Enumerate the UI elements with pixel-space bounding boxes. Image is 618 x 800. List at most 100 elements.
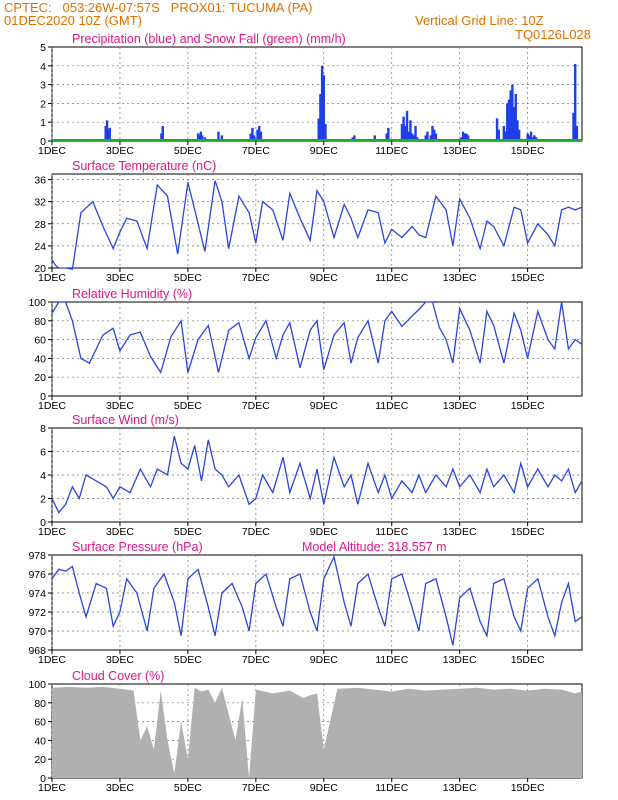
precip-bar <box>404 125 407 141</box>
precip-bar <box>107 129 110 141</box>
temp-xtick-label: 5DEC <box>174 272 202 284</box>
precip-bar <box>322 75 325 141</box>
precip-bar <box>516 120 519 141</box>
precip-ytick-label: 3 <box>40 80 46 92</box>
pres-xtick-label: 7DEC <box>242 654 270 666</box>
pres-frame <box>51 554 583 651</box>
precip-bar <box>259 131 263 141</box>
cloud-xtick-label: 11DEC <box>375 782 408 794</box>
temp-ytick-label: 28 <box>34 219 46 231</box>
rh-frame <box>51 301 583 397</box>
precip-bar <box>249 133 252 141</box>
pres-xtick-label: 1DEC <box>38 654 66 666</box>
wind-xtick-label: 1DEC <box>38 526 66 538</box>
pres-series-line <box>51 554 583 646</box>
cloud-ytick-label: 60 <box>34 717 46 729</box>
precip-bar <box>529 131 533 141</box>
precip-bar <box>533 135 536 141</box>
header-grid-note: Vertical Grid Line: 10Z <box>415 13 544 28</box>
precip-bar <box>431 125 434 141</box>
precip-bar <box>506 103 509 141</box>
temp-frame <box>51 173 583 269</box>
cloud-xtick-label: 15DEC <box>511 782 545 794</box>
wind-xtick-label: 3DEC <box>106 526 134 538</box>
precip-bar <box>405 110 409 141</box>
precip-bar <box>429 135 433 141</box>
pres-xtick-label: 15DEC <box>511 654 545 666</box>
cloud-ytick-label: 40 <box>34 735 46 747</box>
precip-bar <box>514 94 517 141</box>
wind-ytick-label: 4 <box>40 470 46 482</box>
precip-bar <box>108 127 111 141</box>
temp-ytick-label: 24 <box>34 241 46 253</box>
cloud-xtick-label: 1DEC <box>38 782 66 794</box>
rh-series-line <box>51 301 583 375</box>
rh-xtick-label: 3DEC <box>106 400 134 412</box>
precip-bar <box>400 124 404 141</box>
wind-ytick-label: 6 <box>40 447 46 459</box>
precip-bar <box>495 118 499 141</box>
pres-xtick-label: 5DEC <box>174 654 202 666</box>
precip-bar <box>574 63 577 141</box>
precip-bar <box>387 127 390 141</box>
rh-ytick-label: 60 <box>34 335 46 347</box>
temp-ytick-label: 36 <box>34 175 46 187</box>
temp-xtick-label: 9DEC <box>310 272 338 284</box>
wind-ytick-label: 8 <box>40 423 46 435</box>
precip-bar <box>502 125 506 141</box>
precip-bar <box>402 116 405 141</box>
rh-ytick-label: 40 <box>34 353 46 365</box>
precip-bar <box>412 135 416 141</box>
wind-xtick-label: 7DEC <box>242 526 270 538</box>
header-model-code: TQ0126L028 <box>515 27 591 42</box>
precip-xtick-label: 11DEC <box>375 145 408 157</box>
wind-xtick-label: 15DEC <box>511 526 545 538</box>
precip-bar <box>220 135 224 141</box>
cloud-cover-area <box>52 686 582 778</box>
precip-xtick-label: 1DEC <box>38 145 66 157</box>
precip-bar <box>414 125 417 141</box>
precip-bar <box>353 135 356 141</box>
temp-ytick-label: 20 <box>34 263 46 275</box>
rh-xtick-label: 5DEC <box>174 400 202 412</box>
precip-xtick-label: 7DEC <box>242 145 270 157</box>
precip-bar <box>466 135 470 141</box>
temp-title: Surface Temperature (nC) <box>72 159 216 173</box>
precip-bar <box>511 84 514 141</box>
cloud-ytick-label: 80 <box>34 698 46 710</box>
precip-bar <box>161 125 164 141</box>
precip-bar <box>509 90 512 141</box>
rh-title: Relative Humidity (%) <box>72 287 192 301</box>
precip-bar <box>426 131 429 141</box>
pres-xtick-label: 3DEC <box>106 654 134 666</box>
pres-xtick-label: 9DEC <box>310 654 338 666</box>
rh-xtick-label: 13DEC <box>443 400 477 412</box>
precip-bar <box>198 135 201 141</box>
wind-xtick-label: 11DEC <box>375 526 408 538</box>
temp-xtick-label: 11DEC <box>375 272 408 284</box>
pres-ytick-label: 974 <box>28 588 46 600</box>
rh-ytick-label: 0 <box>40 391 46 403</box>
precip-bar <box>409 120 412 141</box>
cloud-xtick-label: 3DEC <box>106 782 134 794</box>
precip-ytick-label: 4 <box>40 61 46 73</box>
wind-ytick-label: 2 <box>40 494 46 506</box>
cloud-ytick-label: 0 <box>40 773 46 785</box>
temp-ytick-label: 32 <box>34 197 46 209</box>
temp-xtick-label: 3DEC <box>106 272 134 284</box>
precip-bar <box>105 120 109 141</box>
rh-ytick-label: 100 <box>28 297 46 309</box>
pres-title: Surface Pressure (hPa) <box>72 540 203 554</box>
precip-ytick-label: 0 <box>40 136 46 148</box>
rh-xtick-label: 11DEC <box>375 400 408 412</box>
temp-xtick-label: 13DEC <box>443 272 477 284</box>
precip-bar <box>575 125 579 141</box>
precip-bar <box>507 99 511 141</box>
precip-bar <box>324 124 327 141</box>
precip-xtick-label: 13DEC <box>443 145 477 157</box>
pres-ytick-label: 972 <box>28 607 46 619</box>
precip-ytick-label: 5 <box>40 42 46 54</box>
rh-xtick-label: 7DEC <box>242 400 270 412</box>
precip-xtick-label: 3DEC <box>106 145 134 157</box>
